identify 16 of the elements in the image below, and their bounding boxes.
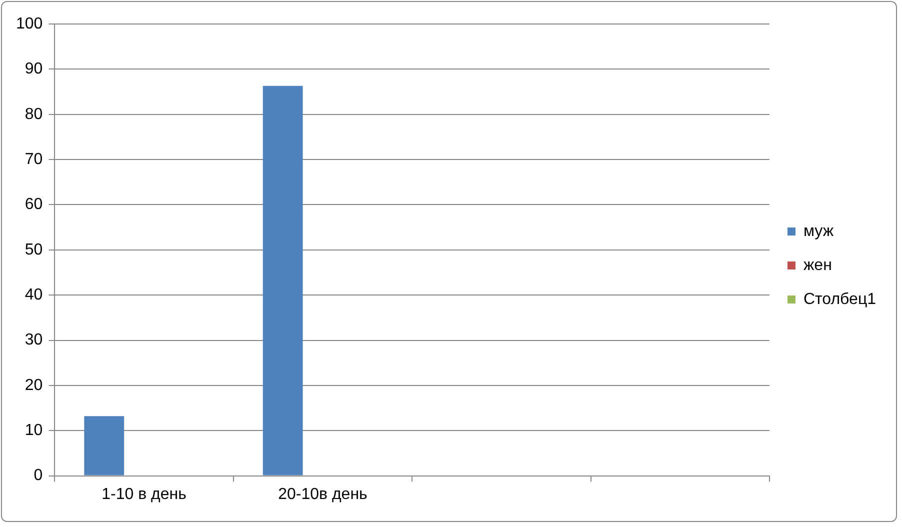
legend-label: жен — [803, 256, 832, 274]
y-tick-label: 10 — [24, 422, 43, 440]
y-tick-label: 60 — [24, 196, 43, 214]
y-tick-label: 90 — [24, 60, 43, 78]
y-tick-label: 20 — [24, 376, 43, 394]
y-tick-label: 30 — [24, 332, 43, 349]
y-tick-label: 100 — [16, 15, 43, 32]
y-tick-label: 70 — [24, 150, 43, 168]
x-tick-label: 20-10в день — [278, 486, 368, 503]
x-tick-label: 1-10 в день — [102, 486, 186, 503]
legend-label: муж — [803, 222, 834, 240]
y-tick-label: 50 — [24, 241, 43, 258]
legend-label: Столбец1 — [803, 290, 876, 308]
y-tick-label: 40 — [24, 286, 43, 304]
y-tick-label: 0 — [34, 467, 43, 484]
y-tick-label: 80 — [24, 106, 43, 123]
